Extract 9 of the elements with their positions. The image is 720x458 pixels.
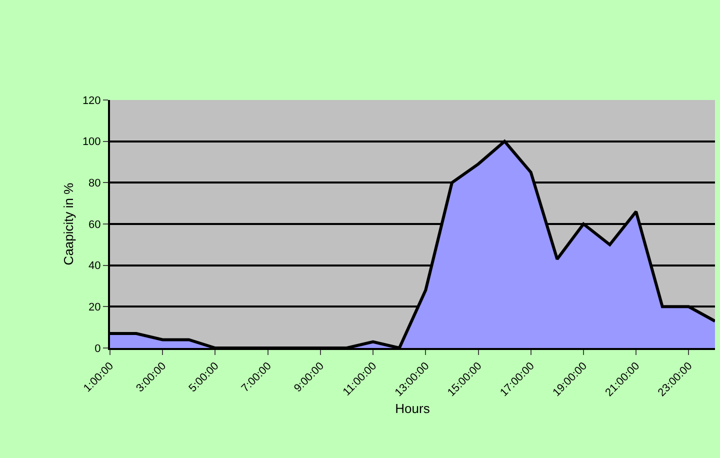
y-tick-label: 100	[82, 136, 101, 148]
y-tick-label: 40	[88, 260, 101, 272]
y-tick-label: 20	[88, 302, 101, 314]
y-tick-label: 60	[88, 218, 101, 231]
y-axis-title: Caapicity in %	[61, 182, 76, 266]
y-tick-label: 120	[82, 94, 101, 107]
x-axis-title: Hours	[395, 400, 430, 416]
y-tick-label: 80	[88, 178, 101, 190]
y-tick-label: 0	[94, 342, 101, 355]
